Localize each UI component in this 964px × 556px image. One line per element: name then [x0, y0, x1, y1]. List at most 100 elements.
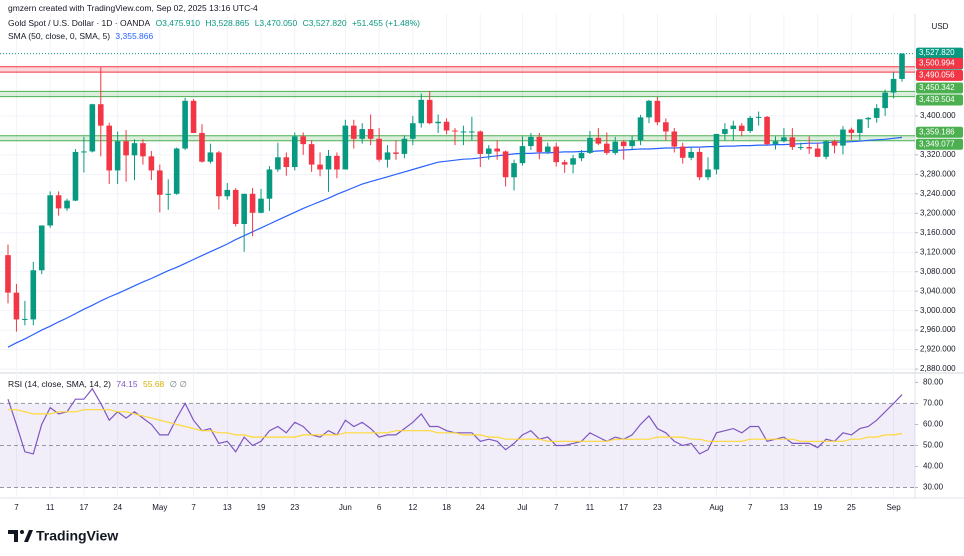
candle-body: [679, 146, 686, 158]
candle: [114, 131, 121, 185]
candle: [671, 128, 678, 153]
x-tick-label: Sep: [886, 503, 901, 512]
rsi-value: 74.15: [116, 379, 138, 389]
candle-body: [730, 125, 737, 130]
candle: [140, 139, 146, 165]
candle: [443, 118, 450, 135]
x-tick-label: 24: [113, 503, 122, 512]
y-tick-label: 50.00: [923, 441, 944, 450]
candle-body: [334, 155, 340, 170]
candle-body: [342, 125, 349, 170]
candle-body: [157, 170, 163, 195]
candle: [232, 187, 239, 227]
x-tick-label: 23: [653, 503, 662, 512]
candle-body: [97, 104, 104, 126]
candle-body: [899, 53, 905, 79]
sma-value: 3,355.866: [115, 31, 154, 41]
candle-body: [789, 137, 796, 148]
zone-label: 3,439.504: [919, 95, 955, 104]
candle-body: [325, 155, 332, 170]
open-label: O3,475.910: [155, 18, 200, 28]
grid: [0, 14, 915, 498]
candle-body: [241, 193, 247, 224]
candle-body: [55, 195, 62, 209]
candle: [663, 118, 669, 141]
candle: [578, 149, 585, 162]
y-tick-label: 2,960.000: [920, 325, 956, 334]
candle: [831, 139, 838, 154]
candle: [713, 133, 720, 175]
candle: [38, 225, 45, 275]
candle: [258, 188, 264, 214]
candle: [595, 128, 602, 146]
candle-body: [485, 148, 492, 154]
close-label: C3,527.820: [302, 18, 347, 28]
candle-body: [224, 189, 231, 197]
candle-body: [452, 130, 458, 132]
candle-body: [106, 125, 113, 171]
zone-badge: [916, 138, 963, 150]
y-tick-label: 3,160.000: [920, 228, 956, 237]
candle-body: [376, 138, 382, 160]
candle: [30, 261, 37, 326]
candle: [865, 116, 872, 129]
candle-body: [22, 318, 28, 320]
brand: TradingView: [36, 528, 118, 544]
high-label: H3,528.865: [205, 18, 250, 28]
candle: [477, 130, 484, 168]
x-tick-label: 23: [290, 503, 299, 512]
y-tick-label: 30.00: [923, 483, 944, 492]
zone-label: 3,490.056: [919, 71, 955, 80]
candle: [131, 139, 138, 181]
candle: [797, 142, 804, 150]
candle: [350, 119, 357, 149]
candle-body: [747, 117, 753, 132]
candle-body: [207, 152, 214, 162]
candle-body: [857, 119, 863, 133]
candle: [604, 132, 610, 155]
candle-body: [738, 125, 745, 132]
x-tick-label: 25: [847, 503, 856, 512]
rsi-title: RSI (14, close, SMA, 14, 2): [8, 379, 111, 389]
candle: [637, 114, 644, 146]
x-tick-label: Jul: [517, 503, 527, 512]
y-tick-label: 70.00: [923, 399, 944, 408]
candle-body: [620, 141, 627, 147]
candle-body: [477, 131, 484, 154]
candle-body: [367, 129, 374, 139]
candle: [536, 132, 543, 160]
logo-mark: [24, 530, 33, 542]
candle: [157, 164, 163, 213]
candle-body: [173, 148, 180, 194]
candle: [401, 135, 408, 159]
currency: USD: [932, 22, 949, 31]
candle: [747, 115, 753, 133]
candle: [418, 93, 425, 128]
candle: [325, 149, 332, 192]
candle-body: [426, 99, 433, 124]
candle: [612, 136, 619, 155]
candle: [308, 140, 315, 172]
candle-body: [814, 148, 821, 157]
candle-body: [410, 123, 416, 139]
candle-body: [350, 125, 357, 139]
y-tick-label: 80.00: [923, 378, 944, 387]
candle-body: [865, 117, 872, 120]
candle-body: [873, 108, 880, 118]
candle: [755, 111, 762, 126]
candle-body: [604, 143, 610, 153]
candle: [738, 123, 745, 137]
x-tick-label: 7: [14, 503, 19, 512]
candle: [207, 143, 214, 164]
candle-body: [882, 92, 888, 109]
candle: [165, 179, 172, 210]
candle-body: [570, 158, 576, 165]
candle: [426, 91, 433, 125]
candle: [722, 123, 728, 141]
x-tick-label: 13: [223, 503, 232, 512]
candle-body: [797, 147, 804, 149]
x-tick-label: May: [152, 503, 167, 512]
candle-body: [705, 169, 711, 178]
y-tick-label: 3,120.000: [920, 247, 956, 256]
candle-body: [5, 255, 11, 293]
